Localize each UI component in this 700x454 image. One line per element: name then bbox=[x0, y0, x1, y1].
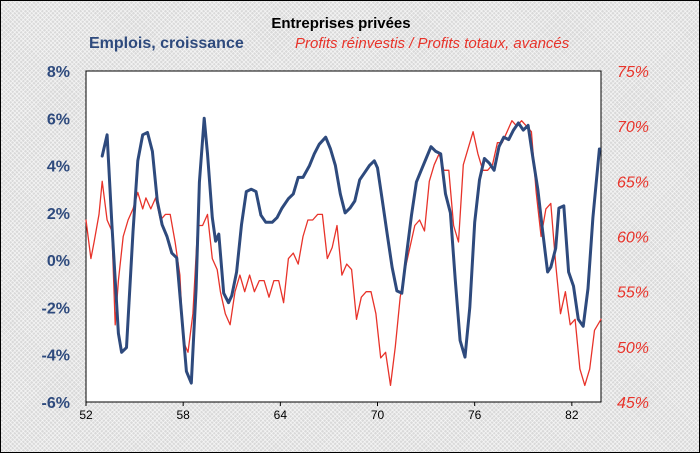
legend-right-series: Profits réinvestis / Profits totaux, ava… bbox=[295, 35, 570, 52]
right-axis-tick-label: 50% bbox=[617, 340, 649, 357]
left-axis-tick-label: 4% bbox=[47, 159, 70, 176]
right-axis-tick-label: 70% bbox=[617, 119, 649, 136]
left-axis-tick-label: -2% bbox=[42, 300, 70, 317]
right-axis-tick-label: 60% bbox=[617, 230, 649, 247]
axes-layer: 8% 6% 4% 2% 0% -2% -4% -6% 75% 70% 65% 60% 55% 50% 45%… bbox=[42, 64, 649, 422]
legend-left-series: Emplois, croissance bbox=[89, 35, 244, 52]
left-axis-tick-label: 2% bbox=[47, 206, 70, 223]
left-axis-tick-label: 8% bbox=[47, 64, 70, 81]
x-axis-tick-label: 58 bbox=[176, 408, 190, 422]
x-axis-tick-label: 70 bbox=[371, 408, 385, 422]
right-axis-tick-label: 75% bbox=[617, 64, 649, 81]
series-line-profits bbox=[85, 120, 602, 387]
series-layer bbox=[85, 116, 602, 387]
x-axis-tick-label: 64 bbox=[274, 408, 288, 422]
right-axis-tick-label: 45% bbox=[617, 395, 649, 412]
left-axis-tick-label: 0% bbox=[47, 253, 70, 270]
series-line-emplois bbox=[100, 116, 601, 385]
x-axis-tick-label: 52 bbox=[79, 408, 93, 422]
x-axis-tick-label: 82 bbox=[565, 408, 579, 422]
plot-area bbox=[85, 70, 602, 403]
right-axis-tick-label: 65% bbox=[617, 174, 649, 191]
left-axis-tick-label: 6% bbox=[47, 111, 70, 128]
left-axis-tick-label: -6% bbox=[42, 395, 70, 412]
x-axis-tick-label: 76 bbox=[468, 408, 482, 422]
right-axis-tick-label: 55% bbox=[617, 285, 649, 302]
chart-title: Entreprises privées bbox=[271, 15, 410, 32]
left-axis-tick-label: -4% bbox=[42, 348, 70, 365]
